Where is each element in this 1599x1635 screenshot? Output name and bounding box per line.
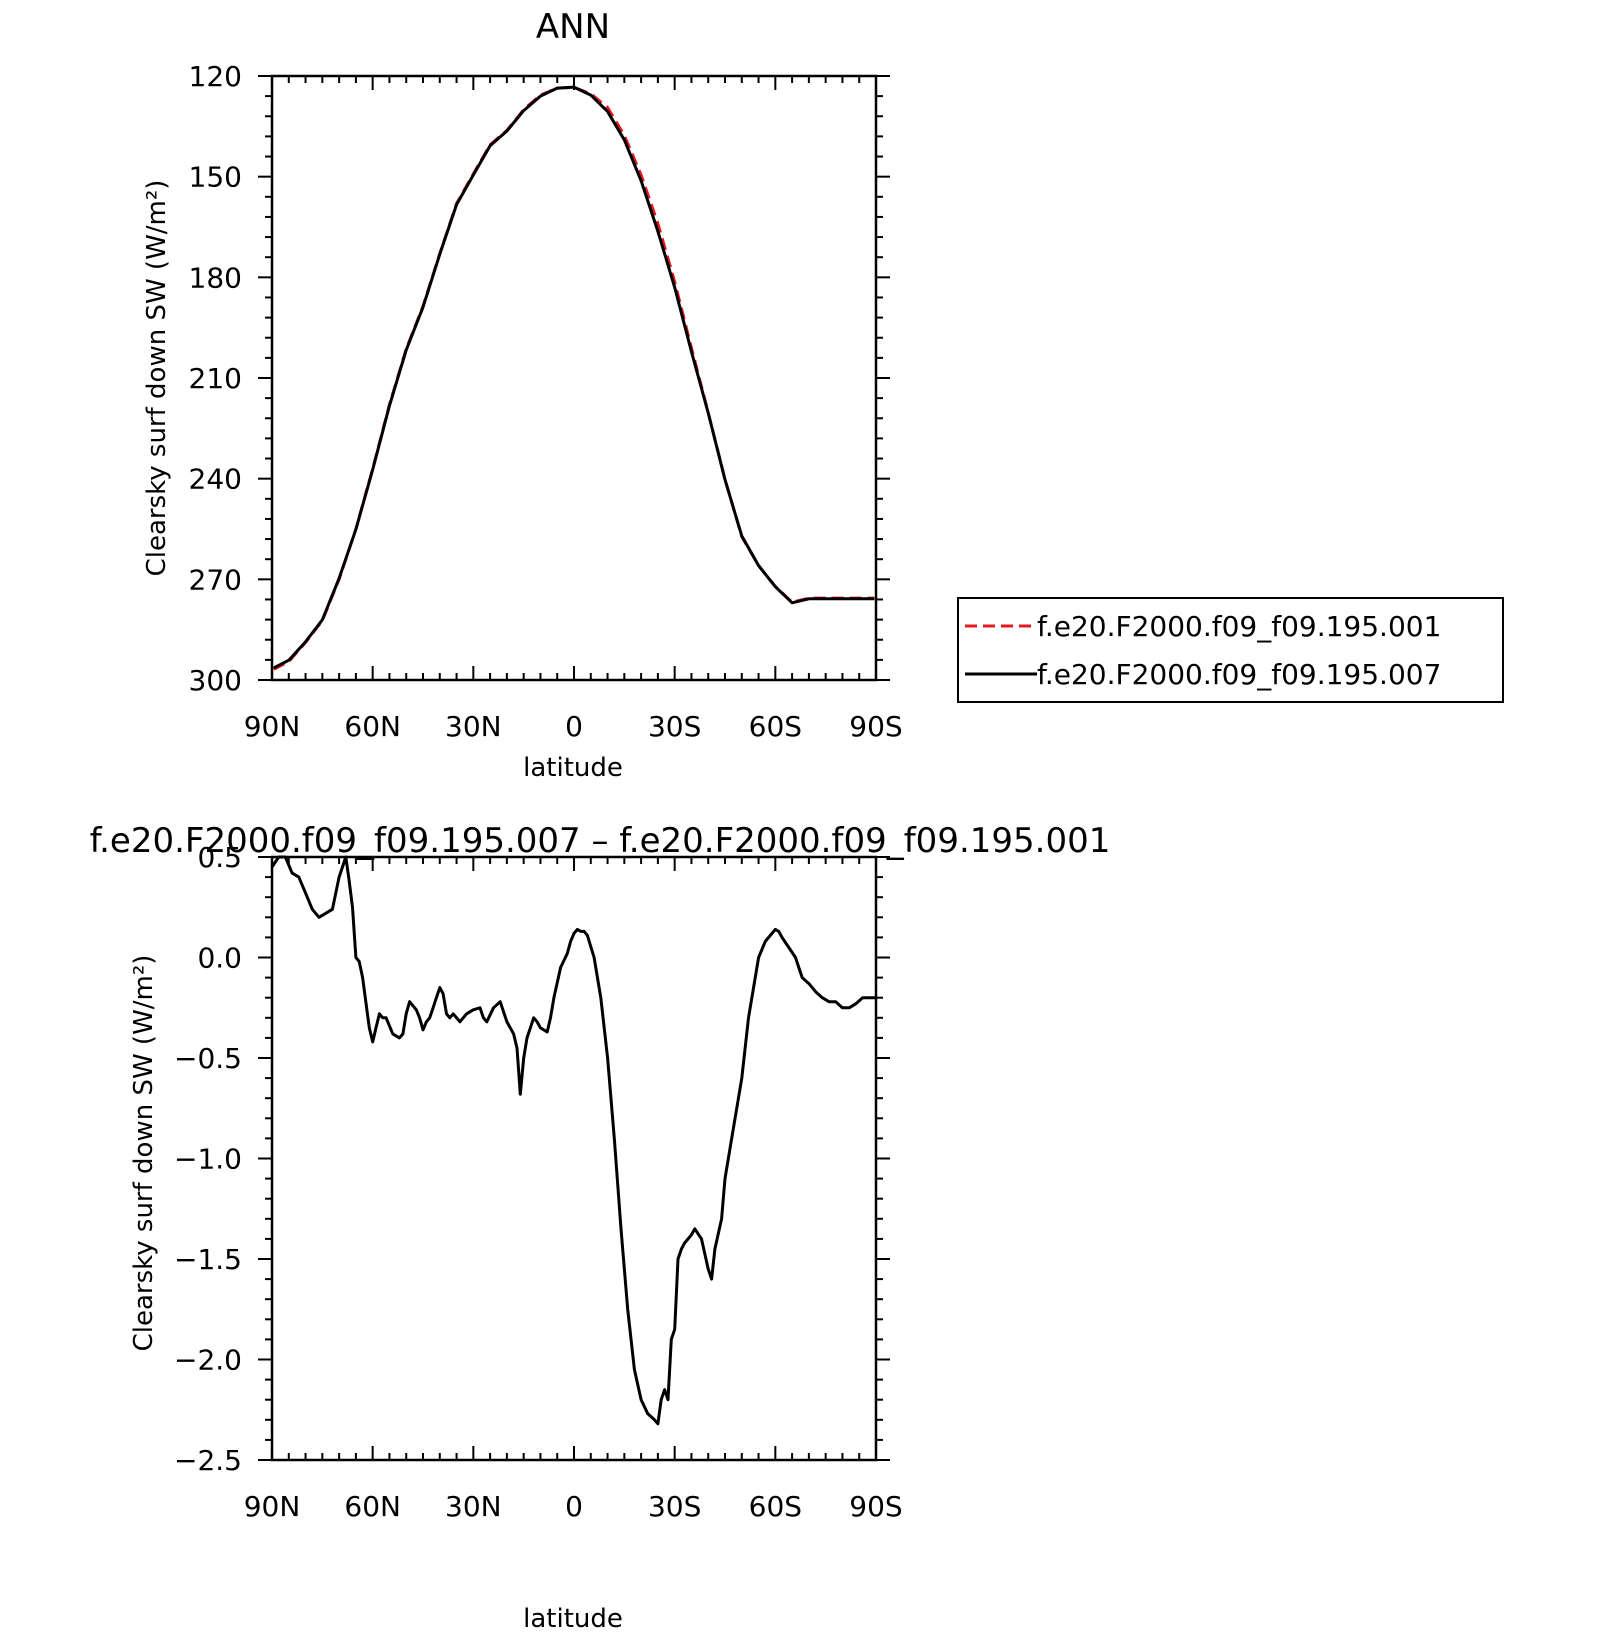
top-x-tick-label: 60N xyxy=(344,710,401,743)
bottom-x-axis-label: latitude xyxy=(523,1604,623,1634)
bottom-y-tick-label: −0.5 xyxy=(174,1042,242,1075)
top-x-tick-labels: 90N 60N 30N 0 30S 60S 90S xyxy=(244,710,903,743)
bottom-series-line-1 xyxy=(270,855,876,1426)
top-x-tick-label: 90N xyxy=(244,710,301,743)
top-x-tick-label: 0 xyxy=(565,710,583,743)
top-y-tick-label: 120 xyxy=(189,60,242,93)
top-tick-marks xyxy=(258,75,890,681)
top-y-axis-label: Clearsky surf down SW (W/m²) xyxy=(142,180,172,577)
bottom-x-tick-label: 30N xyxy=(445,1490,502,1523)
bottom-plot-frame xyxy=(270,855,878,1462)
bottom-x-tick-label: 30S xyxy=(648,1490,701,1523)
top-x-tick-label: 30N xyxy=(445,710,502,743)
bottom-y-tick-label: −2.5 xyxy=(174,1444,242,1477)
top-y-tick-label: 300 xyxy=(189,664,242,697)
bottom-y-axis-label: Clearsky surf down SW (W/m²) xyxy=(129,955,159,1352)
top-y-tick-label: 150 xyxy=(189,161,242,194)
top-y-tick-label: 180 xyxy=(189,261,242,294)
legend-label-001: f.e20.F2000.f09_f09.195.001 xyxy=(1037,610,1441,643)
top-plot-frame xyxy=(270,74,878,682)
bottom-y-tick-label: −1.5 xyxy=(174,1243,242,1276)
top-x-tick-label: 90S xyxy=(849,710,902,743)
bottom-series-lines xyxy=(270,855,876,1426)
bottom-tick-marks xyxy=(258,856,890,1461)
bottom-panel: f.e20.F2000.f09_f09.195.007 – f.e20.F200… xyxy=(90,821,1111,1634)
bottom-x-tick-label: 60N xyxy=(344,1490,401,1523)
top-x-tick-label: 30S xyxy=(648,710,701,743)
bottom-y-tick-labels: 0.5 0.0 −0.5 −1.0 −1.5 −2.0 −2.5 xyxy=(174,841,242,1477)
top-x-tick-label: 60S xyxy=(749,710,802,743)
bottom-x-tick-label: 0 xyxy=(565,1490,583,1523)
bottom-y-tick-label: −1.0 xyxy=(174,1143,242,1176)
bottom-x-tick-labels: 90N 60N 30N 0 30S 60S 90S xyxy=(244,1490,903,1523)
top-y-tick-label: 240 xyxy=(189,463,242,496)
top-chart-title: ANN xyxy=(536,7,610,47)
top-series-lines xyxy=(273,85,875,671)
top-y-tick-labels: 120 150 180 210 240 270 300 xyxy=(189,60,242,697)
top-y-tick-label: 270 xyxy=(189,563,242,596)
bottom-x-tick-label: 90N xyxy=(244,1490,301,1523)
bottom-y-tick-label: 0.0 xyxy=(197,942,242,975)
bottom-y-tick-label: −2.0 xyxy=(174,1344,242,1377)
legend: f.e20.F2000.f09_f09.195.001 f.e20.F2000.… xyxy=(957,597,1504,703)
top-panel: ANN Clearsky surf down SW (W/m²) latitud… xyxy=(142,7,1504,783)
top-series-line-1 xyxy=(273,85,875,671)
bottom-y-tick-label: 0.5 xyxy=(197,841,242,874)
bottom-x-tick-label: 90S xyxy=(849,1490,902,1523)
top-x-axis-label: latitude xyxy=(523,753,623,783)
bottom-chart-title: f.e20.F2000.f09_f09.195.007 – f.e20.F200… xyxy=(90,821,1111,861)
top-series-line-2 xyxy=(273,85,875,670)
legend-label-007: f.e20.F2000.f09_f09.195.007 xyxy=(1037,658,1441,691)
bottom-x-tick-label: 60S xyxy=(749,1490,802,1523)
top-y-tick-label: 210 xyxy=(189,362,242,395)
legend-box xyxy=(957,597,1504,703)
